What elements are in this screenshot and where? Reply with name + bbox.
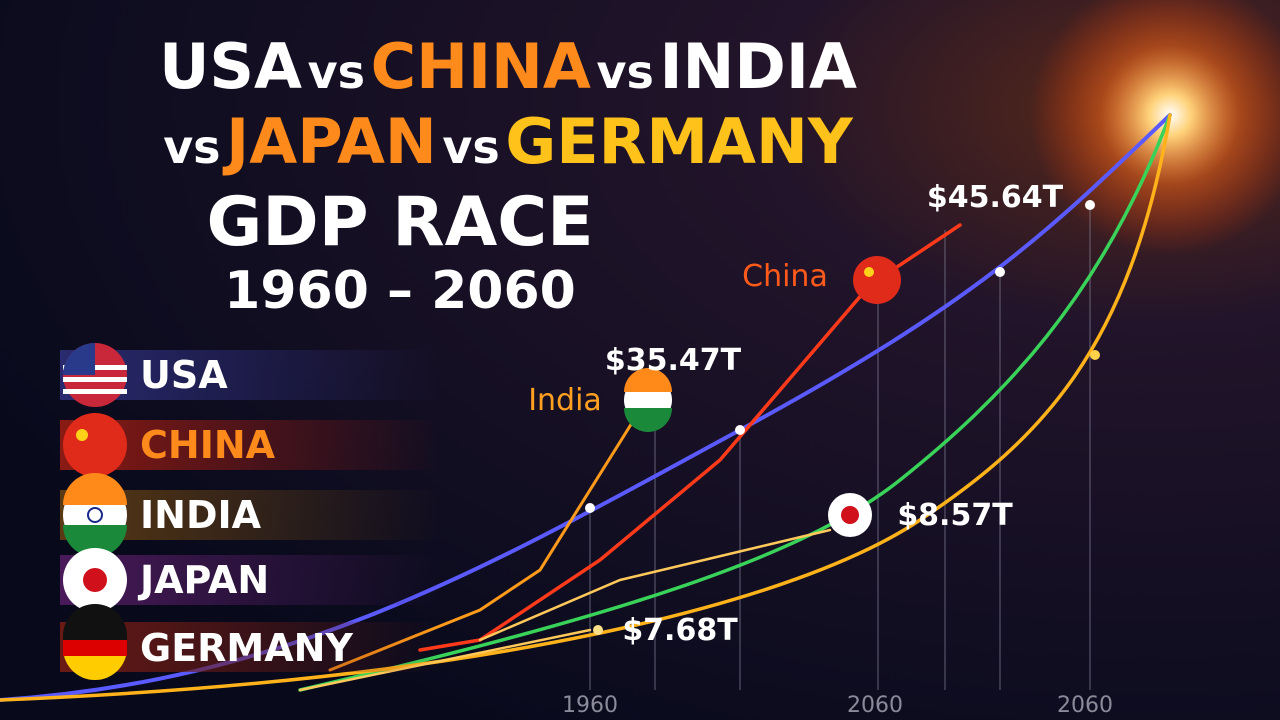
flag-usa [63, 343, 127, 407]
callout-china [853, 256, 901, 304]
value-annotation: $7.68T [622, 613, 738, 648]
title-line-2: vs JAPAN vs GERMANY [163, 105, 854, 178]
title-word: INDIA [659, 30, 856, 103]
subtitle: GDP RACE [206, 183, 593, 262]
callout-japan [828, 493, 872, 537]
title-word: USA [159, 30, 302, 103]
value-annotation: $8.57T [897, 498, 1013, 533]
legend: USA CHINA INDIA JAPAN GERMANY [60, 343, 440, 680]
legend-label: USA [140, 353, 228, 397]
title-word: vs [597, 45, 654, 99]
flag-germany [63, 604, 127, 680]
axis-label: 2060 [847, 693, 903, 718]
legend-label: CHINA [140, 423, 276, 467]
axis-label: 2060 [1057, 693, 1113, 718]
legend-label: GERMANY [140, 626, 353, 670]
country-label: China [742, 259, 828, 294]
title-word: GERMANY [505, 105, 854, 178]
title-word: vs [308, 45, 365, 99]
country-label: India [528, 383, 602, 418]
flag-china [63, 413, 127, 477]
flag-india [63, 473, 127, 557]
legend-label: INDIA [140, 493, 262, 537]
title-word: vs [442, 120, 499, 174]
callout-india [624, 368, 672, 432]
value-annotation: $45.64T [927, 180, 1064, 215]
value-annotation: $35.47T [605, 343, 742, 378]
title-word: CHINA [371, 30, 591, 103]
title-line-1: USA vs CHINA vs INDIA [159, 30, 857, 103]
period: 1960 – 2060 [224, 261, 576, 321]
sparkles [585, 200, 1100, 635]
title-word: vs [163, 120, 220, 174]
title-word: JAPAN [222, 105, 437, 178]
flag-japan [63, 548, 127, 612]
legend-label: JAPAN [137, 558, 269, 602]
axis-label: 1960 [562, 693, 618, 718]
